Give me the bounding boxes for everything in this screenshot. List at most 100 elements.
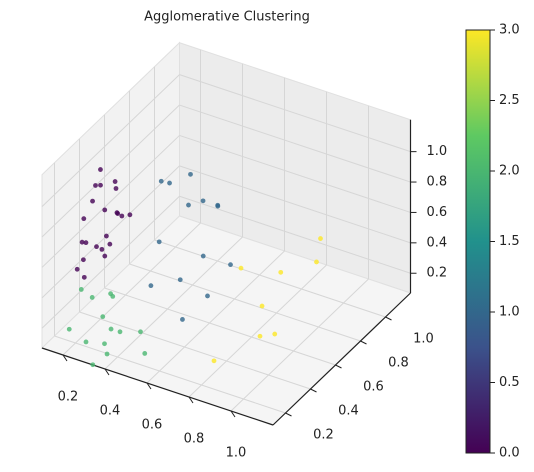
point [314, 259, 319, 265]
x-tick-label: 0.8 [184, 432, 205, 447]
point [180, 317, 185, 322]
point [200, 253, 206, 259]
x-tick-label: 0.4 [100, 404, 121, 419]
grid-line [179, 195, 411, 274]
point [318, 236, 323, 241]
point [119, 213, 125, 219]
point [238, 265, 244, 271]
colorbar-tick-label: 0.5 [499, 375, 520, 390]
point [114, 210, 120, 216]
axis-line [41, 347, 274, 426]
point [104, 233, 109, 239]
point [186, 202, 191, 208]
y-tick-label: 1.0 [413, 332, 434, 347]
point [142, 351, 148, 356]
point [107, 241, 113, 247]
x-tick-label: 1.0 [226, 446, 247, 461]
axis-line [272, 292, 411, 426]
point [148, 283, 154, 289]
grid-line [41, 195, 180, 329]
point [83, 339, 89, 345]
point [100, 314, 106, 320]
point [78, 287, 84, 292]
point [259, 303, 265, 309]
y-tick-label: 0.8 [388, 356, 409, 371]
point [90, 362, 96, 368]
point [158, 178, 164, 184]
grid-line [79, 311, 311, 390]
tick-mark [230, 410, 236, 418]
point [188, 171, 193, 177]
point [108, 326, 114, 332]
grid-line [129, 263, 361, 342]
point [211, 358, 217, 364]
point [102, 341, 107, 347]
point [167, 180, 172, 186]
point [98, 182, 103, 188]
grid-line [41, 135, 180, 268]
point [200, 198, 206, 204]
tick-mark [285, 412, 292, 417]
grid-line [41, 165, 180, 299]
point [102, 207, 108, 213]
x-tick-label: 0.2 [58, 390, 79, 405]
point [156, 239, 162, 245]
point [272, 331, 278, 337]
point [99, 246, 105, 252]
grid-line [54, 335, 286, 414]
colorbar-tick-label: 2.5 [499, 93, 520, 108]
point [205, 293, 210, 299]
point [89, 295, 95, 300]
z-tick-label: 0.8 [427, 175, 448, 190]
tick-mark [104, 368, 110, 376]
colorbar-tick-label: 1.5 [499, 234, 520, 249]
colorbar-tick-label: 1.0 [499, 305, 520, 320]
point [104, 351, 110, 357]
grid-line [179, 74, 411, 153]
y-tick-label: 0.2 [313, 428, 334, 443]
tick-mark [385, 316, 392, 321]
point [98, 167, 103, 172]
y-tick-label: 0.4 [338, 404, 359, 419]
grid-line [230, 278, 369, 412]
point [278, 269, 284, 275]
colorbar-tick-label: 2.0 [499, 164, 520, 179]
x-tick-label: 0.6 [142, 418, 163, 433]
tick-mark [360, 340, 367, 345]
point [228, 262, 233, 268]
point [74, 266, 80, 272]
point [117, 329, 123, 335]
z-tick-label: 1.0 [427, 144, 448, 159]
point [90, 198, 95, 204]
grid-line [146, 250, 285, 384]
z-tick-label: 0.4 [427, 235, 448, 250]
grid-line [41, 74, 180, 208]
z-tick-label: 0.6 [427, 205, 448, 220]
grid-line [104, 236, 243, 370]
tick-mark [62, 354, 68, 362]
tick-mark [146, 382, 152, 390]
grid-line [179, 165, 411, 244]
point [81, 216, 87, 222]
tick-mark [188, 396, 194, 404]
chart-title: Agglomerative Clustering [144, 10, 310, 25]
point [102, 253, 108, 259]
point [112, 179, 118, 184]
point [81, 274, 87, 280]
point [127, 212, 133, 218]
point [113, 186, 119, 191]
point [83, 240, 89, 246]
point [110, 294, 116, 299]
point [94, 244, 99, 250]
grid-line [154, 239, 386, 318]
point [177, 277, 183, 283]
grid-line [188, 264, 327, 398]
colorbar [465, 29, 491, 454]
grid-line [104, 287, 336, 366]
z-tick-label: 0.2 [427, 266, 448, 281]
point [93, 183, 98, 188]
grid-line [62, 222, 201, 356]
point [66, 326, 72, 332]
point [81, 257, 86, 263]
